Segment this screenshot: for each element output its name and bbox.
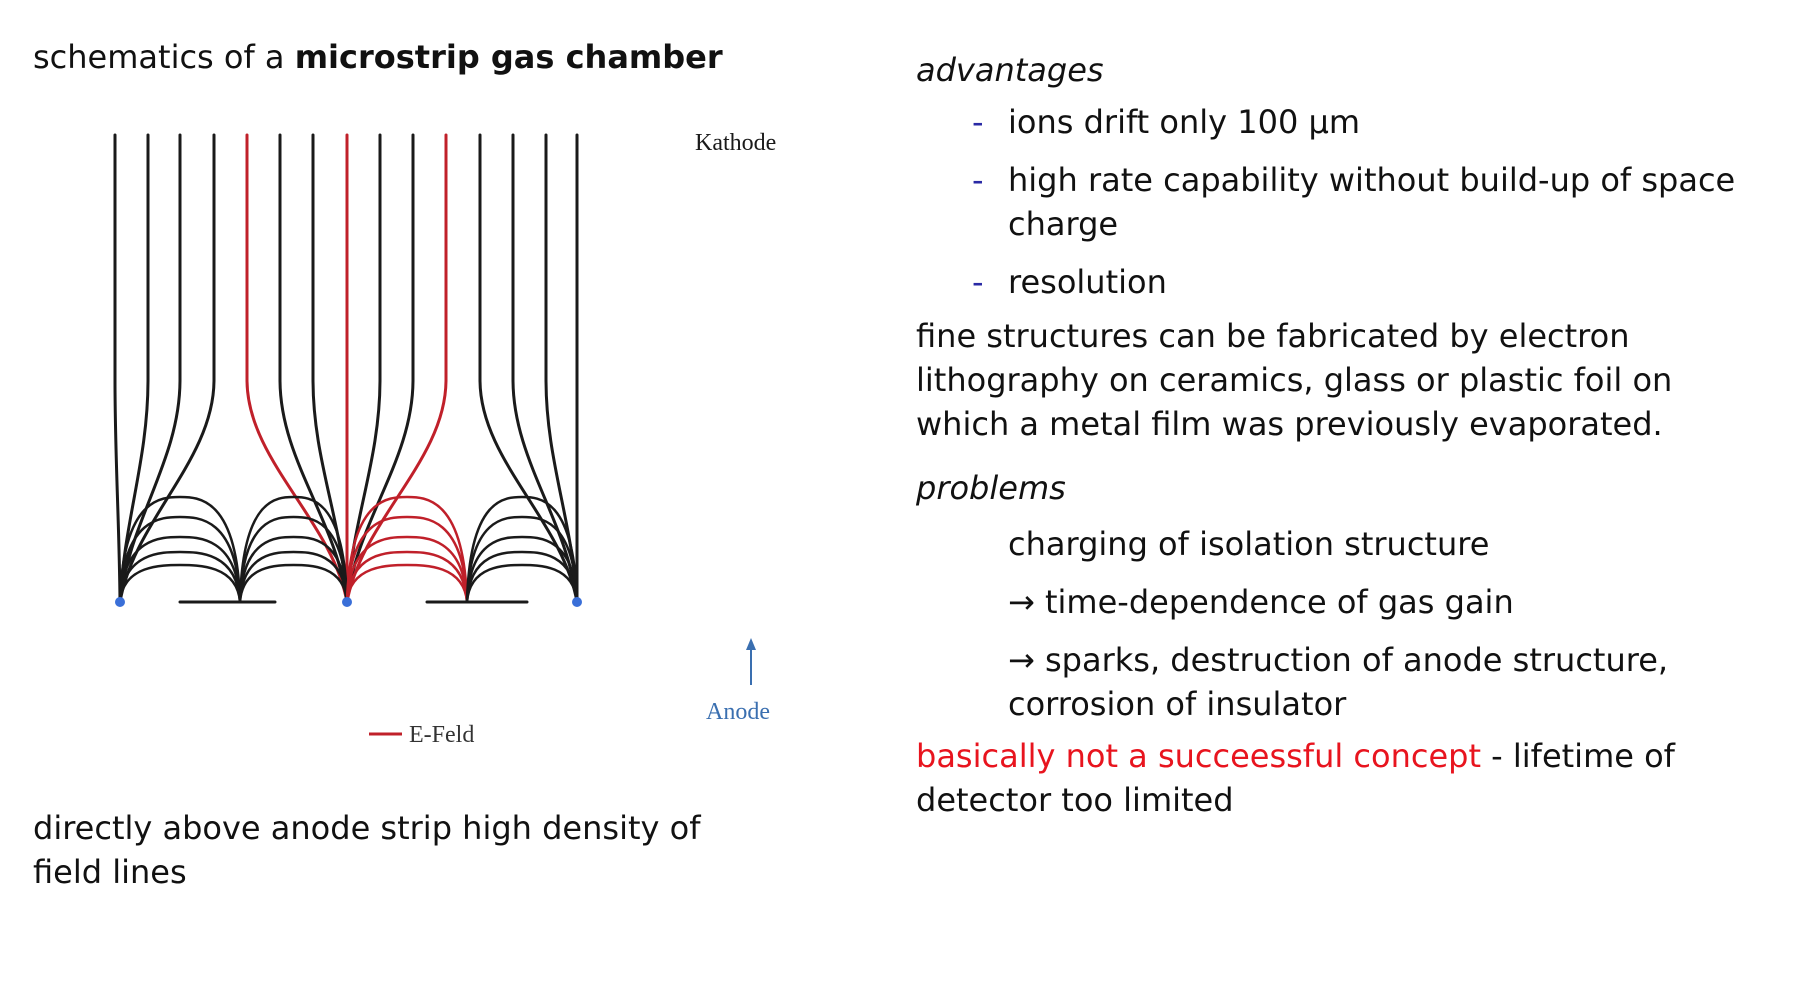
field-lines-svg: Kathode Anode E-Feld — [113, 130, 776, 748]
field-arch — [118, 515, 242, 604]
field-arch — [465, 495, 579, 604]
advantage-item: - ions drift only 100 μm — [916, 100, 1766, 144]
advantage-text: resolution — [1008, 263, 1167, 301]
anode-label: Anode — [706, 699, 770, 725]
kathode-label: Kathode — [695, 130, 776, 156]
conclusion-highlight: basically not a succeessful concept — [916, 737, 1481, 775]
field-arch — [118, 550, 242, 604]
field-line — [113, 133, 122, 604]
advantage-item: - resolution — [916, 260, 1766, 304]
anode-dot — [342, 597, 352, 607]
field-arch — [118, 563, 242, 604]
field-arch — [238, 495, 349, 604]
field-arch — [465, 550, 579, 604]
field-lines-figure: Kathode Anode E-Feld — [110, 120, 850, 760]
problems-heading: problems — [916, 469, 1066, 507]
conclusion: basically not a succeessful concept - li… — [916, 734, 1766, 822]
efeld-arch — [345, 535, 469, 604]
field-arch — [465, 563, 579, 604]
advantages-heading: advantages — [916, 51, 1104, 89]
slide-title: schematics of a microstrip gas chamber — [33, 35, 723, 79]
figure-caption: directly above anode strip high density … — [33, 809, 701, 891]
problem-item: charging of isolation structure — [1008, 525, 1490, 563]
conclusion-rest: - lifetime of detector too limited — [916, 737, 1675, 819]
anode-arrow-head — [746, 638, 756, 650]
anode-dot — [572, 597, 582, 607]
fabrication-paragraph: fine structures can be fabricated by ele… — [916, 317, 1673, 443]
field-line — [118, 133, 150, 604]
efeld-arch — [345, 515, 469, 604]
right-column: advantages - ions drift only 100 μm - hi… — [916, 48, 1766, 822]
field-arch — [238, 535, 349, 604]
field-arch — [238, 515, 349, 604]
problem-item: → time-dependence of gas gain — [1008, 583, 1514, 621]
title-prefix: schematics of a — [33, 38, 295, 76]
field-arch — [238, 563, 349, 604]
field-arch — [238, 550, 349, 604]
field-arch — [118, 495, 242, 604]
advantage-text: ions drift only 100 μm — [1008, 103, 1361, 141]
bullet-dash: - — [972, 103, 984, 141]
problem-item: → sparks, destruction of anode structure… — [1008, 641, 1669, 723]
anode-dot — [115, 597, 125, 607]
bullet-dash: - — [972, 161, 984, 199]
title-bold: microstrip gas chamber — [294, 38, 723, 76]
efeld-line — [245, 133, 349, 604]
legend-label: E-Feld — [409, 722, 474, 748]
bullet-dash: - — [972, 263, 984, 301]
efeld-arch — [345, 495, 469, 604]
field-arch — [118, 535, 242, 604]
efeld-arch — [345, 550, 469, 604]
field-line — [118, 133, 216, 604]
efeld-arch — [345, 563, 469, 604]
advantage-text: high rate capability without build-up of… — [1008, 161, 1736, 243]
efeld-line — [345, 133, 448, 604]
advantage-item: - high rate capability without build-up … — [916, 158, 1766, 246]
field-line — [478, 133, 579, 604]
field-arch — [465, 515, 579, 604]
field-arch — [465, 535, 579, 604]
